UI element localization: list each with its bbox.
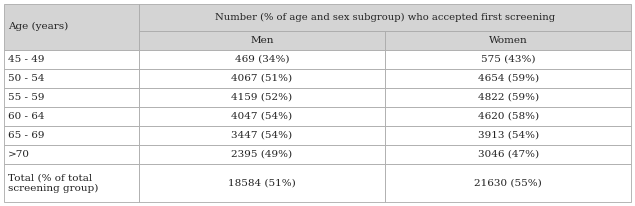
Bar [4,4,139,50]
Bar [139,69,385,88]
Text: 18584 (51%): 18584 (51%) [228,178,296,187]
Text: 55 - 59: 55 - 59 [8,93,44,102]
Text: 45 - 49: 45 - 49 [8,55,44,64]
Text: 4159 (52%): 4159 (52%) [231,93,293,102]
Text: 65 - 69: 65 - 69 [8,131,44,140]
Bar [4,50,139,69]
Text: Number (% of age and sex subgroup) who accepted first screening: Number (% of age and sex subgroup) who a… [215,13,555,22]
Text: 4654 (59%): 4654 (59%) [478,74,538,83]
Text: 50 - 54: 50 - 54 [8,74,44,83]
Text: Men: Men [250,36,274,45]
Text: 4067 (51%): 4067 (51%) [231,74,293,83]
Bar [385,164,631,202]
Text: 4822 (59%): 4822 (59%) [478,93,538,102]
Text: 60 - 64: 60 - 64 [8,112,44,121]
Bar [4,126,139,145]
Text: 3046 (47%): 3046 (47%) [478,150,538,159]
Bar [139,164,385,202]
Text: 575 (43%): 575 (43%) [481,55,535,64]
Text: >70: >70 [8,150,30,159]
Bar [4,164,139,202]
Bar [4,145,139,164]
Text: 4047 (54%): 4047 (54%) [231,112,293,121]
Bar [139,145,385,164]
Bar [139,107,385,126]
Bar [139,50,385,69]
Bar [385,88,631,107]
Text: 469 (34%): 469 (34%) [235,55,290,64]
Bar [385,50,631,69]
Bar [4,107,139,126]
Bar [139,126,385,145]
Bar [385,69,631,88]
Bar [139,31,385,50]
Text: Total (% of total
screening group): Total (% of total screening group) [8,173,98,193]
Bar [385,31,631,50]
Text: 3447 (54%): 3447 (54%) [231,131,293,140]
Bar [385,126,631,145]
Text: Women: Women [489,36,528,45]
Bar [4,88,139,107]
Text: 21630 (55%): 21630 (55%) [474,178,542,187]
Bar [385,107,631,126]
Bar [139,4,631,31]
Text: 4620 (58%): 4620 (58%) [478,112,538,121]
Bar [4,69,139,88]
Text: Age (years): Age (years) [8,22,68,31]
Bar [139,88,385,107]
Text: 2395 (49%): 2395 (49%) [231,150,293,159]
Bar [385,145,631,164]
Text: 3913 (54%): 3913 (54%) [478,131,538,140]
